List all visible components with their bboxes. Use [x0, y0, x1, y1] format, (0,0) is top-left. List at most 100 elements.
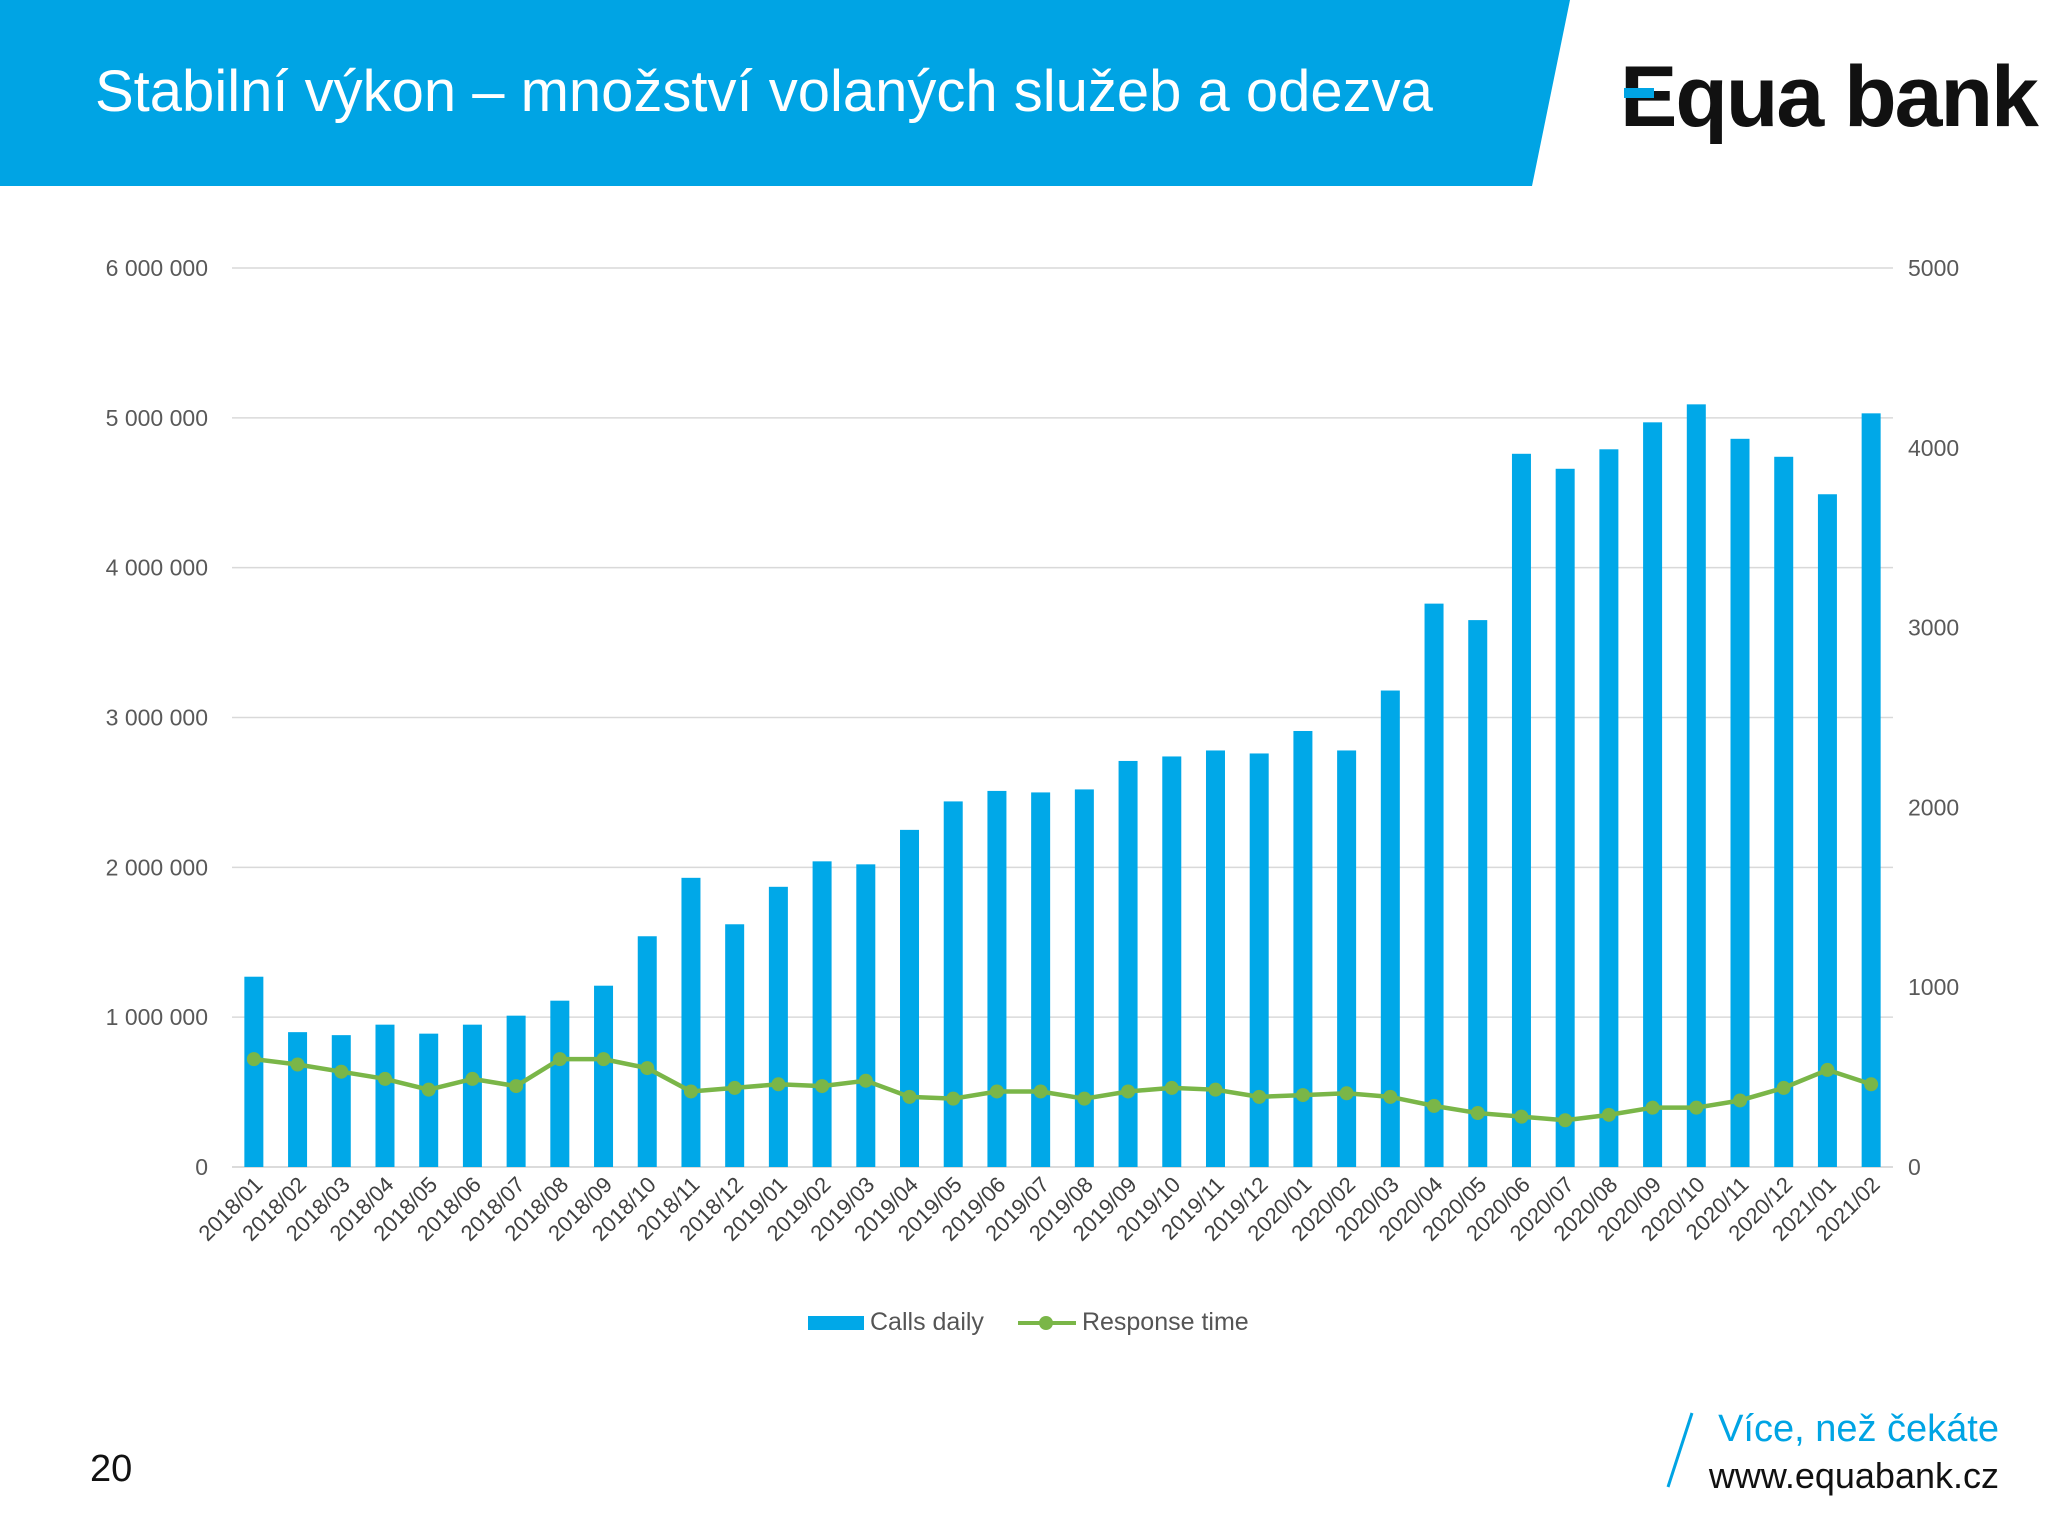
bar-calls-daily [725, 924, 745, 1167]
bar-calls-daily [1774, 456, 1794, 1167]
bar-calls-daily [1380, 690, 1400, 1167]
point-response-time [1864, 1077, 1879, 1092]
point-response-time [596, 1052, 611, 1067]
legend-swatch-response [1017, 1315, 1076, 1330]
bar-calls-daily [1118, 760, 1138, 1167]
point-response-time [771, 1077, 786, 1092]
left-axis: 0 1 000 000 2 000 000 3 000 000 4 000 000 5 0… [106, 255, 208, 1180]
point-response-time [1164, 1080, 1179, 1095]
right-tick-label: 1000 [1908, 974, 1959, 1000]
left-tick-label: 6 000 000 [106, 255, 208, 281]
point-response-time [1601, 1107, 1616, 1122]
bar-calls-daily [1817, 494, 1837, 1168]
point-response-time [290, 1057, 305, 1072]
legend-item-response: Response time [1017, 1308, 1249, 1337]
left-tick-label: 0 [195, 1154, 208, 1180]
bar-calls-daily [1599, 449, 1619, 1167]
left-tick-label: 3 000 000 [106, 705, 208, 731]
bar-calls-daily [331, 1035, 351, 1167]
bar-calls-daily [943, 801, 963, 1167]
bar-calls-daily [244, 976, 264, 1167]
point-response-time [1208, 1082, 1223, 1097]
left-tick-label: 1 000 000 [106, 1004, 208, 1030]
point-response-time [1514, 1109, 1529, 1124]
line-response-time [253, 1056, 1872, 1123]
point-response-time [1733, 1093, 1748, 1108]
point-response-time [727, 1080, 742, 1095]
bar-calls-daily [1249, 753, 1269, 1167]
bar-calls-daily [1643, 422, 1663, 1167]
header-band-shape [0, 0, 1570, 186]
logo-text: Equa bank [1620, 49, 2039, 145]
chart-legend: Calls daily Response time [808, 1308, 1283, 1337]
point-response-time [1339, 1086, 1354, 1101]
bar-calls-daily [1555, 468, 1575, 1167]
bar-calls-daily [1730, 438, 1750, 1167]
bar-calls-daily [462, 1024, 482, 1167]
point-response-time [683, 1084, 698, 1099]
chart: 0 1 000 000 2 000 000 3 000 000 4 000 000 5 0… [106, 255, 1960, 1246]
point-response-time [1427, 1098, 1442, 1113]
website-url: www.equabank.cz [1708, 1455, 1999, 1496]
line-layer [246, 1052, 1879, 1128]
bar-calls-daily [637, 936, 657, 1167]
bar-calls-daily [1205, 750, 1225, 1167]
point-response-time [465, 1071, 480, 1086]
bar-calls-daily [1337, 750, 1357, 1167]
point-response-time [1033, 1084, 1048, 1099]
point-response-time [246, 1052, 261, 1067]
bar-calls-daily [1074, 789, 1094, 1167]
bar-calls-daily [1511, 453, 1531, 1167]
point-response-time [1077, 1091, 1092, 1106]
logo-accent-icon [1624, 88, 1654, 98]
bar-calls-daily [768, 886, 788, 1167]
right-axis: 0 1000 2000 3000 4000 5000 [1908, 255, 1959, 1180]
point-response-time [1121, 1084, 1136, 1099]
bar-calls-daily [288, 1032, 308, 1167]
point-response-time [1558, 1113, 1573, 1128]
point-response-time [902, 1089, 917, 1104]
bar-calls-daily [1686, 404, 1706, 1167]
point-response-time [989, 1084, 1004, 1099]
point-response-time [1776, 1080, 1791, 1095]
point-response-time [640, 1061, 655, 1076]
bar-calls-daily [856, 864, 876, 1167]
bar-calls-daily [1424, 603, 1444, 1167]
point-response-time [858, 1073, 873, 1088]
point-response-time [815, 1079, 830, 1094]
legend-label-calls: Calls daily [870, 1308, 984, 1336]
bar-calls-daily [375, 1024, 395, 1167]
point-response-time [1689, 1100, 1704, 1115]
point-response-time [1645, 1100, 1660, 1115]
right-tick-label: 2000 [1908, 794, 1959, 820]
bar-calls-daily [550, 1000, 570, 1167]
x-axis: 2018/012018/022018/032018/042018/052018/… [193, 1172, 1884, 1246]
equa-bank-logo: Equa bank [1620, 48, 2039, 147]
bar-calls-daily [681, 877, 701, 1167]
right-tick-label: 5000 [1908, 255, 1959, 281]
bar-calls-daily [1468, 620, 1488, 1167]
left-tick-label: 4 000 000 [106, 555, 208, 581]
bar-calls-daily [812, 861, 832, 1167]
slide-title: Stabilní výkon – množství volaných služe… [95, 59, 1433, 124]
point-response-time [334, 1064, 349, 1079]
bar-calls-daily [987, 790, 1007, 1167]
bar-calls-daily [1031, 792, 1051, 1167]
slogan: Více, než čekáte [1718, 1408, 1999, 1450]
header-band [0, 0, 1570, 186]
bar-calls-daily [900, 829, 920, 1167]
left-tick-label: 2 000 000 [106, 854, 208, 880]
point-response-time [1470, 1106, 1485, 1121]
point-response-time [946, 1091, 961, 1106]
bar-calls-daily [1861, 413, 1881, 1167]
point-response-time [552, 1052, 567, 1067]
point-response-time [1383, 1089, 1398, 1104]
right-tick-label: 0 [1908, 1154, 1921, 1180]
point-response-time [1820, 1062, 1835, 1077]
bar-calls-daily [1293, 730, 1313, 1167]
point-response-time [421, 1082, 436, 1097]
point-response-time [1252, 1089, 1267, 1104]
right-tick-label: 4000 [1908, 435, 1959, 461]
right-tick-label: 3000 [1908, 615, 1959, 641]
page-number: 20 [90, 1448, 133, 1490]
